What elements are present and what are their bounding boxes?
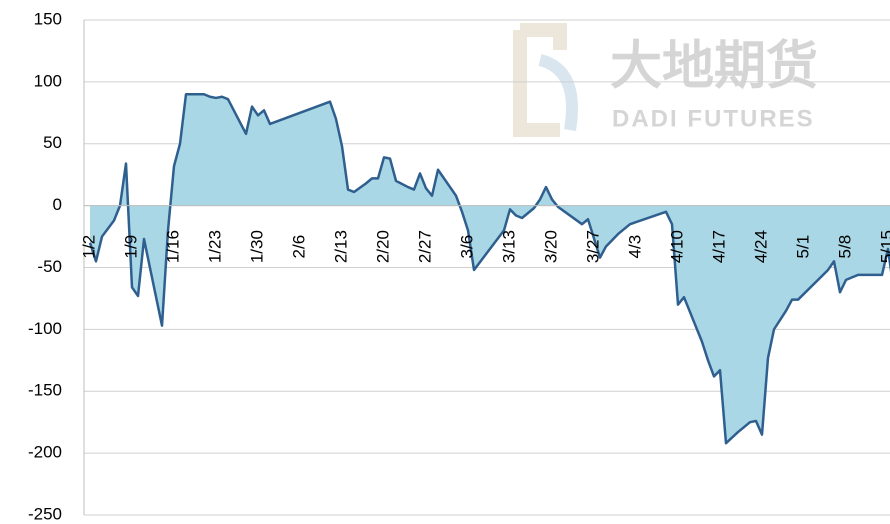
x-tick-label: 2/20 — [373, 230, 392, 263]
x-tick-label: 3/13 — [499, 230, 518, 263]
x-tick-label: 4/17 — [709, 230, 728, 263]
watermark-logo — [513, 23, 567, 137]
watermark-text: 大地期货 — [610, 38, 818, 96]
x-tick-label: 1/16 — [163, 230, 182, 263]
y-tick-label: 50 — [43, 133, 62, 152]
line — [88, 93, 890, 445]
x-tick-label: 4/3 — [625, 235, 644, 259]
y-tick-label: -150 — [28, 381, 62, 400]
x-tick-label: 2/6 — [289, 235, 308, 259]
watermark: 大地期货 DADI FUTURES — [513, 23, 818, 137]
x-tick-label: 4/24 — [751, 230, 770, 263]
area — [90, 94, 890, 444]
y-tick-label: -200 — [28, 443, 62, 462]
x-tick-label: 3/20 — [541, 230, 560, 263]
x-tick-label: 4/10 — [667, 230, 686, 263]
y-tick-label: -50 — [37, 257, 62, 276]
y-tick-label: 100 — [34, 71, 62, 90]
x-tick-label: 1/2 — [79, 235, 98, 259]
x-tick-label: 2/27 — [415, 230, 434, 263]
y-tick-label: -250 — [28, 504, 62, 523]
x-tick-label: 5/8 — [835, 235, 854, 259]
y-tick-label: 0 — [53, 195, 62, 214]
x-tick-label: 3/6 — [457, 235, 476, 259]
x-tick-label: 5/1 — [793, 235, 812, 259]
watermark-subtext: DADI FUTURES — [612, 105, 815, 132]
x-tick-label: 1/23 — [205, 230, 224, 263]
x-tick-label: 5/15 — [877, 230, 890, 263]
watermark-logo — [538, 54, 578, 131]
y-tick-label: -100 — [28, 319, 62, 338]
x-tick-label: 2/13 — [331, 230, 350, 263]
x-tick-label: 1/9 — [121, 235, 140, 259]
x-tick-label: 1/30 — [247, 230, 266, 263]
y-tick-label: 150 — [34, 9, 62, 28]
x-tick-label: 3/27 — [583, 230, 602, 263]
